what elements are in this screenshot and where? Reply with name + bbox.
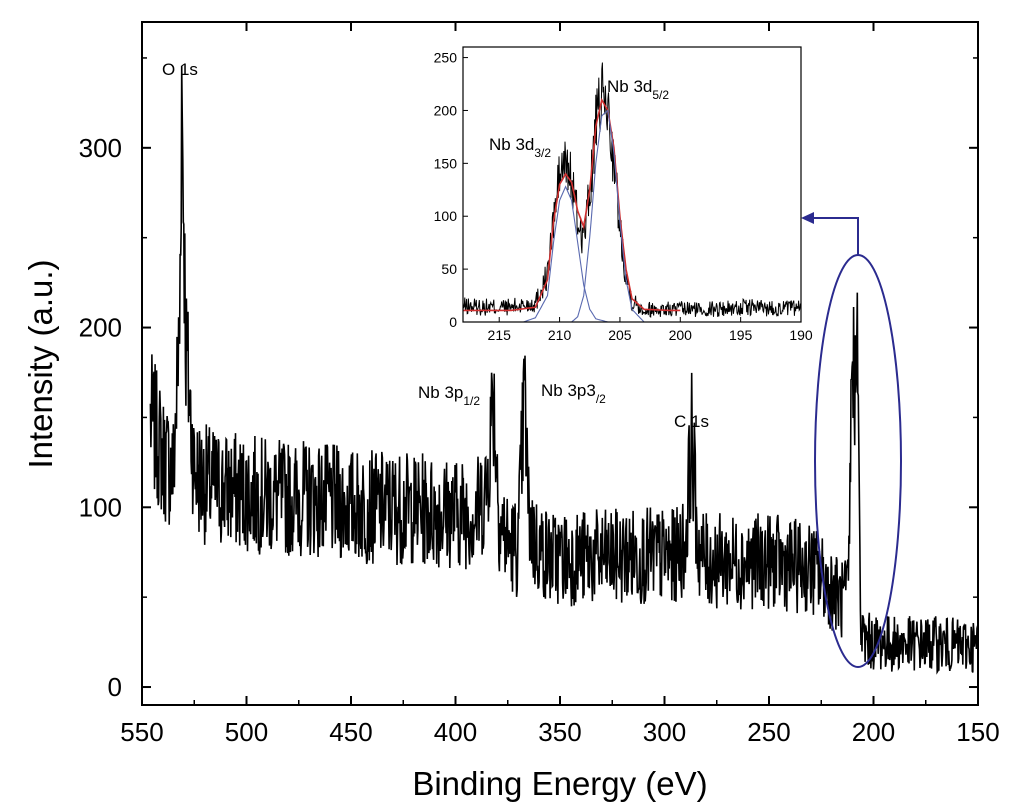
y-tick-label-100: 100 bbox=[79, 492, 122, 522]
peak-label-sub: /2 bbox=[596, 392, 606, 406]
x-tick-label-350: 350 bbox=[538, 717, 581, 747]
x-tick-label-150: 150 bbox=[956, 717, 999, 747]
peak-label-main: O 1s bbox=[162, 60, 198, 79]
inset-peak-label-1: Nb 3d5/2 bbox=[607, 77, 669, 102]
inset-peak-label-sub: 3/2 bbox=[534, 146, 551, 160]
inset-peak-label-main: Nb 3d bbox=[489, 135, 534, 154]
inset-x-tick-label-200: 200 bbox=[669, 327, 693, 343]
y-tick-label-300: 300 bbox=[79, 133, 122, 163]
inset-series-lines bbox=[462, 62, 801, 323]
inset-arrow-line bbox=[812, 217, 859, 255]
x-tick-label-250: 250 bbox=[747, 717, 790, 747]
inset-y-tick-label-50: 50 bbox=[441, 261, 457, 277]
inset-peak-label-sub: 5/2 bbox=[652, 88, 669, 102]
inset-y-tick-label-200: 200 bbox=[434, 102, 458, 118]
peak-label-2: Nb 3p3/2 bbox=[541, 381, 606, 406]
survey-spectrum-line bbox=[149, 65, 979, 675]
y-tick-label-0: 0 bbox=[108, 672, 122, 702]
inset-x-tick-label-205: 205 bbox=[608, 327, 632, 343]
inset-peak-label-0: Nb 3d3/2 bbox=[489, 135, 551, 160]
peak-label-main: Nb 3p3 bbox=[541, 381, 596, 400]
y-axis-title: Intensity (a.u.) bbox=[22, 259, 59, 468]
inset-x-tick-label-190: 190 bbox=[789, 327, 813, 343]
inset-y-tick-label-0: 0 bbox=[449, 314, 457, 330]
x-tick-label-200: 200 bbox=[852, 717, 895, 747]
inset-tick-labels: 215 210 205 200 195 190 0 50 100 150 200 250 bbox=[434, 50, 813, 343]
inset-x-tick-label-195: 195 bbox=[729, 327, 753, 343]
peak-label-1: Nb 3p1/2 bbox=[418, 383, 480, 408]
inset-plot-frame bbox=[462, 46, 802, 323]
inset-x-tick-label-210: 210 bbox=[548, 327, 572, 343]
inset-background bbox=[463, 47, 801, 322]
peak-label-0: O 1s bbox=[162, 60, 198, 79]
main-axis-ticks bbox=[141, 22, 979, 705]
peak-label-3: C 1s bbox=[674, 412, 709, 431]
peak-label-main: Nb 3p bbox=[418, 383, 463, 402]
inset-y-tick-label-100: 100 bbox=[434, 208, 458, 224]
y-tick-label-200: 200 bbox=[79, 313, 122, 343]
inset-peak-labels: Nb 3d3/2Nb 3d5/2 bbox=[489, 77, 669, 160]
inset-y-tick-label-250: 250 bbox=[434, 50, 458, 66]
x-tick-label-450: 450 bbox=[329, 717, 372, 747]
peak-label-sub: 1/2 bbox=[463, 394, 480, 408]
x-tick-label-300: 300 bbox=[643, 717, 686, 747]
inset-component-peak-2 bbox=[571, 109, 645, 323]
inset-fit-envelope bbox=[463, 97, 681, 312]
inset-component-peak-1 bbox=[523, 185, 609, 323]
x-tick-label-400: 400 bbox=[434, 717, 477, 747]
x-tick-label-550: 550 bbox=[120, 717, 163, 747]
x-axis-title: Binding Energy (eV) bbox=[412, 765, 707, 802]
inset-arrow-head bbox=[801, 212, 814, 224]
inset-y-tick-label-150: 150 bbox=[434, 155, 458, 171]
peak-label-main: C 1s bbox=[674, 412, 709, 431]
inset-peak-label-main: Nb 3d bbox=[607, 77, 652, 96]
x-tick-label-500: 500 bbox=[225, 717, 268, 747]
inset-x-tick-label-215: 215 bbox=[488, 327, 512, 343]
